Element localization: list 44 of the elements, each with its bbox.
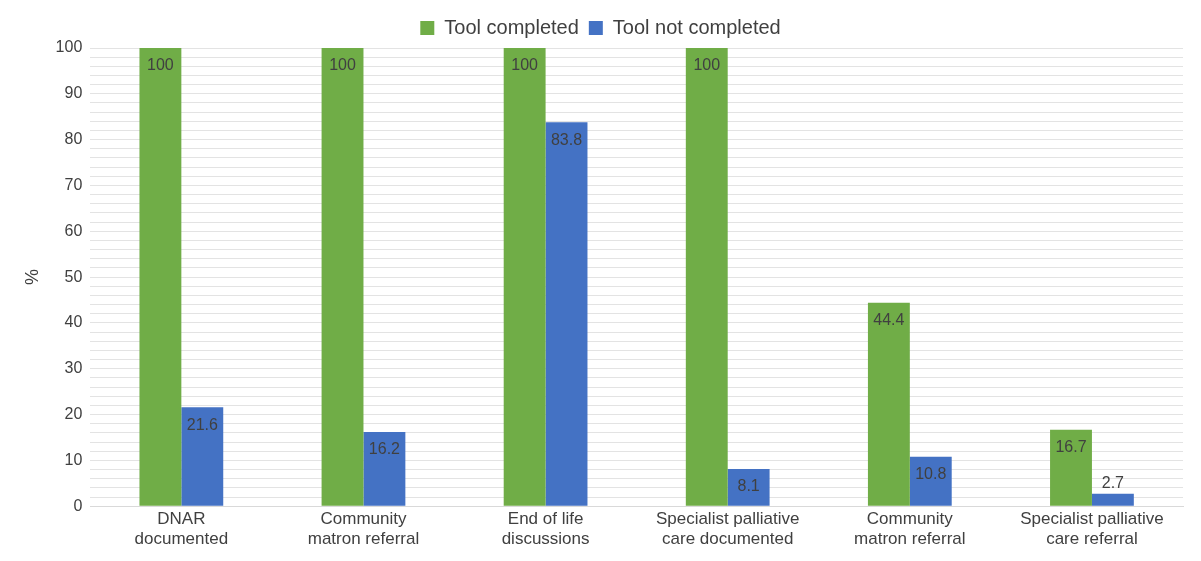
y-tick-label: 20 bbox=[64, 404, 83, 422]
bar bbox=[181, 407, 224, 506]
x-tick-label: Specialist palliative care documented bbox=[655, 509, 800, 549]
bar bbox=[909, 456, 952, 506]
data-label: 100 bbox=[147, 56, 174, 74]
y-tick-label: 10 bbox=[64, 450, 83, 468]
y-axis-title: % bbox=[21, 269, 42, 286]
x-tick-label: Community matron referral bbox=[854, 509, 966, 549]
data-label: 100 bbox=[511, 56, 539, 74]
x-tick-label: End of life discussions bbox=[501, 509, 590, 549]
bar bbox=[139, 48, 182, 506]
bar bbox=[867, 302, 910, 506]
y-tick-label: 30 bbox=[64, 359, 83, 377]
bar bbox=[545, 122, 588, 506]
x-tick-label: Specialist palliative care referral bbox=[1020, 509, 1164, 549]
bar bbox=[727, 469, 770, 506]
data-label: 8.1 bbox=[737, 477, 760, 495]
y-tick-label: 40 bbox=[64, 313, 83, 331]
y-tick-label: 80 bbox=[64, 130, 83, 148]
x-tick-label: Community matron referral bbox=[307, 509, 420, 549]
bar bbox=[321, 48, 364, 506]
data-label: 16.7 bbox=[1055, 438, 1087, 456]
legend-label: Tool completed bbox=[444, 15, 579, 38]
data-label: 21.6 bbox=[186, 415, 218, 433]
y-tick-label: 90 bbox=[64, 84, 83, 102]
bar bbox=[503, 48, 546, 506]
x-tick-label: DNAR documented bbox=[134, 509, 229, 549]
data-label: 100 bbox=[329, 56, 356, 74]
bar bbox=[1050, 429, 1092, 506]
data-label: 2.7 bbox=[1101, 474, 1125, 492]
data-label: 16.2 bbox=[368, 440, 401, 458]
legend-label: Tool not completed bbox=[612, 15, 781, 38]
y-tick-label: 60 bbox=[64, 221, 83, 239]
data-label: 100 bbox=[693, 56, 721, 74]
data-label: 10.8 bbox=[915, 465, 947, 483]
bar bbox=[363, 431, 406, 506]
y-tick-label: 50 bbox=[64, 267, 83, 285]
data-label: 83.8 bbox=[550, 130, 583, 148]
y-tick-label: 0 bbox=[73, 496, 83, 514]
data-label: 44.4 bbox=[873, 311, 905, 329]
y-tick-label: 70 bbox=[64, 175, 83, 193]
bar bbox=[685, 48, 728, 506]
bar bbox=[1091, 493, 1134, 506]
y-tick-label: 100 bbox=[55, 38, 83, 56]
